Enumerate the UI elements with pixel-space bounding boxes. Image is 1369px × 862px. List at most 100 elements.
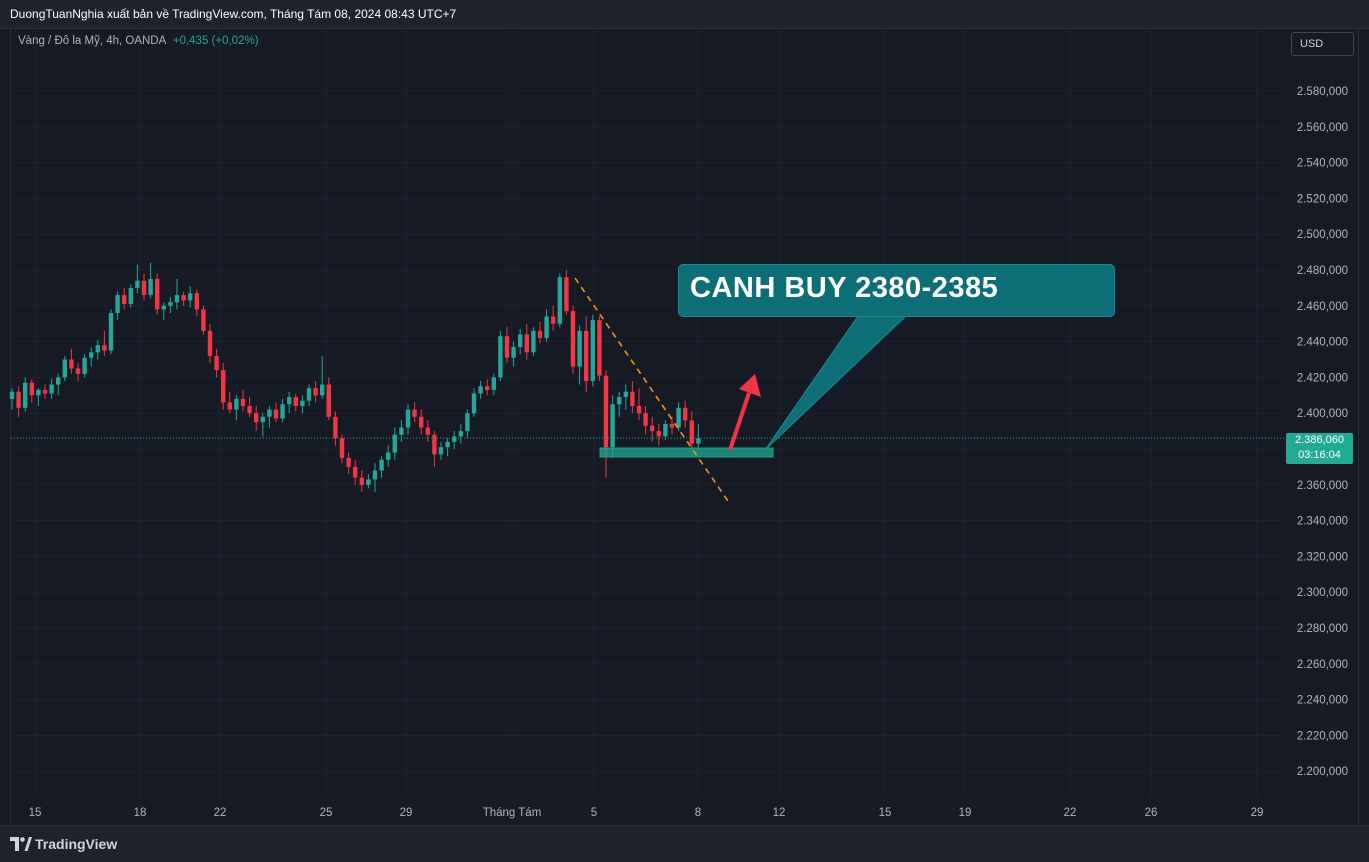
candle-body — [643, 413, 648, 426]
candle-body — [254, 413, 259, 423]
time-axis-label: 12 — [773, 807, 786, 819]
candle-body — [155, 278, 160, 310]
price-tick-label: 2.300,000 — [1297, 587, 1348, 599]
publisher-line: DuongTuanNghia xuất bản về TradingView.c… — [10, 7, 457, 21]
time-axis-label: 22 — [1064, 807, 1077, 819]
candle-body — [663, 423, 668, 437]
price-tick-label: 2.520,000 — [1297, 193, 1348, 205]
price-tick-label: 2.280,000 — [1297, 623, 1348, 635]
candle-body — [9, 391, 15, 399]
candle-body — [29, 382, 34, 396]
candle-body — [62, 359, 67, 378]
candle-body — [518, 334, 523, 347]
trendline-dashed[interactable] — [574, 277, 731, 505]
candle-body — [161, 305, 166, 310]
candle-body — [432, 434, 437, 455]
candle-body — [75, 368, 81, 374]
candle-body — [16, 391, 21, 408]
candle-body — [544, 316, 549, 339]
candle-body — [201, 309, 206, 331]
candle-body — [122, 295, 127, 305]
symbol-name: Vàng / Đô la Mỹ, 4h, OANDA — [18, 35, 166, 47]
tradingview-logo[interactable]: TradingView — [10, 836, 117, 852]
buy-annotation-callout[interactable]: CANH BUY 2380-2385 — [678, 264, 1115, 317]
candle-body — [128, 287, 133, 305]
symbol-legend[interactable]: Vàng / Đô la Mỹ, 4h, OANDA +0,435 (+0,02… — [18, 35, 259, 47]
candle-body — [590, 320, 595, 381]
candle-body — [386, 452, 391, 460]
price-tick-label: 2.420,000 — [1297, 372, 1348, 384]
candle-body — [240, 398, 246, 407]
candle-body — [570, 311, 576, 367]
price-tick-label: 2.400,000 — [1297, 408, 1348, 420]
candle-body — [42, 389, 48, 394]
candle-body — [623, 391, 628, 398]
candle-body — [260, 416, 265, 423]
chart-frame — [10, 28, 1359, 825]
candle-body — [227, 402, 232, 410]
candle-body — [194, 293, 199, 310]
candle-body — [478, 386, 483, 394]
bar-countdown: 03:16:04 — [1298, 449, 1341, 461]
time-axis-label: 29 — [1251, 807, 1264, 819]
candle-body — [353, 466, 358, 478]
candle-body — [188, 293, 193, 301]
candle-body — [557, 277, 562, 324]
candle-body — [23, 382, 28, 408]
annotation-text: CANH BUY 2380-2385 — [690, 272, 999, 304]
candle-body — [524, 334, 529, 353]
candle-body — [174, 295, 180, 303]
candle-body — [69, 359, 74, 369]
candle-body — [445, 441, 450, 448]
candle-body — [333, 416, 338, 439]
candle-body — [181, 295, 186, 301]
candle-body — [108, 312, 114, 351]
price-tick-label: 2.560,000 — [1297, 122, 1348, 134]
candle-body — [669, 423, 675, 428]
candle-body — [234, 398, 239, 410]
candle-body — [89, 352, 94, 358]
candle-body — [293, 397, 298, 407]
candle-body — [656, 431, 661, 437]
candle-body — [320, 384, 325, 396]
candle-body — [425, 427, 430, 435]
candle-body — [280, 404, 285, 419]
candle-body — [458, 431, 463, 437]
tradingview-brand: TradingView — [35, 836, 118, 852]
candle-body — [306, 388, 312, 401]
candle-body — [584, 330, 589, 381]
candle-body — [630, 391, 635, 407]
price-tick-label: 2.220,000 — [1297, 730, 1348, 742]
current-price-label: 2.386,060 03:16:04 — [1286, 433, 1353, 464]
top-bar: DuongTuanNghia xuất bản về TradingView.c… — [0, 0, 1369, 29]
time-axis-label: 25 — [320, 807, 333, 819]
price-tick-label: 2.260,000 — [1297, 659, 1348, 671]
candle-body — [405, 409, 411, 428]
candle-body — [339, 438, 345, 458]
time-axis-label: 15 — [879, 807, 892, 819]
candle-body — [650, 425, 655, 432]
tradingview-logo-icon — [10, 837, 32, 851]
candle-body — [379, 459, 384, 471]
candle-body — [676, 407, 681, 428]
candle-body — [551, 316, 556, 324]
price-tick-label: 2.580,000 — [1297, 86, 1348, 98]
candle-body — [412, 409, 417, 417]
candle-body — [135, 280, 140, 288]
candle-body — [537, 330, 543, 339]
buy-zone-rect[interactable] — [599, 447, 774, 458]
candle-body — [498, 336, 503, 378]
candle-body — [577, 330, 582, 367]
candle-body — [485, 386, 490, 390]
price-tick-label: 2.460,000 — [1297, 301, 1348, 313]
price-tick-label: 2.440,000 — [1297, 337, 1348, 349]
candle-body — [267, 409, 272, 417]
candle-body — [221, 370, 226, 403]
candle-body — [610, 404, 615, 448]
footer: TradingView — [0, 825, 1369, 862]
candle-body — [300, 400, 305, 407]
candle-body — [603, 375, 609, 448]
currency-button[interactable]: USD — [1291, 32, 1354, 56]
candle-body — [511, 346, 516, 358]
